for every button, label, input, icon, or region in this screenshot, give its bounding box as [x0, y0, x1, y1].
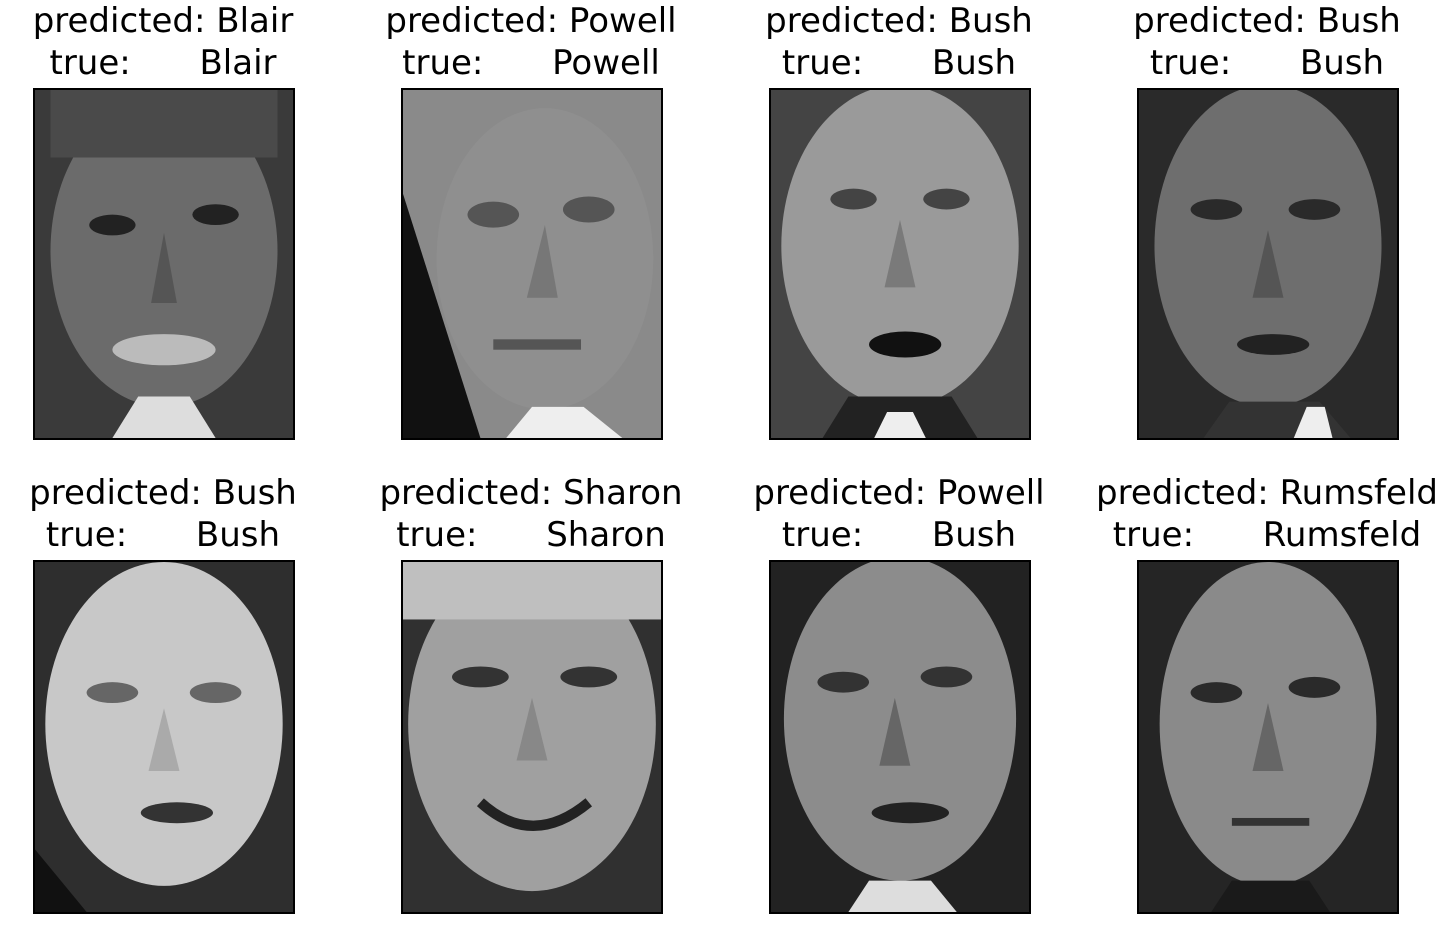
face-illustration [35, 90, 293, 438]
face-image [33, 560, 295, 914]
face-panel-7: predicted: Powell true: Bush [753, 472, 1045, 916]
face-illustration [771, 562, 1029, 912]
face-image [401, 88, 663, 440]
face-panel-5: predicted: Bush true: Bush [29, 472, 297, 916]
predicted-prefix: predicted: [385, 1, 559, 41]
true-prefix: true: [1149, 43, 1232, 83]
panel-title: predicted: Blair true: Blair [0, 0, 373, 84]
face-panel-1: predicted: Blair true: Blair [33, 0, 295, 440]
face-image [401, 560, 663, 914]
panel-title: predicted: Bush true: Bush [689, 0, 1109, 84]
predicted-prefix: predicted: [29, 473, 202, 513]
true-prefix: true: [49, 43, 131, 83]
true-name: Bush [1299, 43, 1385, 83]
predicted-prefix: predicted: [1133, 1, 1306, 41]
predicted-prefix: predicted: [765, 1, 938, 41]
panel-title: predicted: Sharon true: Sharon [321, 472, 741, 556]
predicted-name: Bush [1316, 1, 1401, 41]
predicted-prefix: predicted: [32, 1, 206, 41]
predicted-name: Powell [936, 473, 1045, 513]
true-name: Bush [931, 43, 1017, 83]
true-name: Sharon [546, 515, 666, 555]
predicted-name: Powell [568, 1, 677, 41]
predicted-name: Bush [212, 473, 297, 513]
true-prefix: true: [402, 43, 484, 83]
predicted-prefix: predicted: [1096, 473, 1269, 513]
panel-title: predicted: Bush true: Bush [0, 472, 373, 556]
panel-title: predicted: Powell true: Bush [689, 472, 1109, 556]
true-name: Rumsfeld [1262, 515, 1422, 555]
face-illustration [1139, 562, 1397, 912]
predicted-name: Bush [948, 1, 1033, 41]
face-panel-3: predicted: Bush true: Bush [765, 0, 1033, 440]
true-name: Blair [199, 43, 277, 83]
true-prefix: true: [781, 515, 864, 555]
face-illustration [35, 562, 293, 912]
face-illustration [403, 90, 661, 438]
true-prefix: true: [1112, 515, 1195, 555]
panel-title: predicted: Rumsfeld true: Rumsfeld [1057, 472, 1456, 556]
face-panel-8: predicted: Rumsfeld true: Rumsfeld [1096, 472, 1438, 916]
face-panel-6: predicted: Sharon true: Sharon [379, 472, 683, 916]
face-illustration [1139, 90, 1397, 438]
face-image [1137, 560, 1399, 914]
face-image [769, 88, 1031, 440]
predicted-name: Sharon [563, 473, 683, 513]
true-prefix: true: [45, 515, 128, 555]
predicted-prefix: predicted: [753, 473, 927, 513]
face-panel-2: predicted: Powell true: Powell [385, 0, 677, 440]
face-image [33, 88, 295, 440]
true-name: Bush [195, 515, 281, 555]
face-illustration [771, 90, 1029, 438]
predicted-prefix: predicted: [379, 473, 553, 513]
predicted-name: Blair [216, 1, 294, 41]
face-illustration [403, 562, 661, 912]
panel-title: predicted: Powell true: Powell [321, 0, 741, 84]
true-prefix: true: [396, 515, 478, 555]
true-name: Powell [552, 43, 660, 83]
face-image [1137, 88, 1399, 440]
face-image [769, 560, 1031, 914]
panel-title: predicted: Bush true: Bush [1057, 0, 1456, 84]
face-panel-4: predicted: Bush true: Bush [1133, 0, 1401, 440]
true-name: Bush [931, 515, 1017, 555]
predicted-name: Rumsfeld [1279, 473, 1438, 513]
true-prefix: true: [781, 43, 864, 83]
